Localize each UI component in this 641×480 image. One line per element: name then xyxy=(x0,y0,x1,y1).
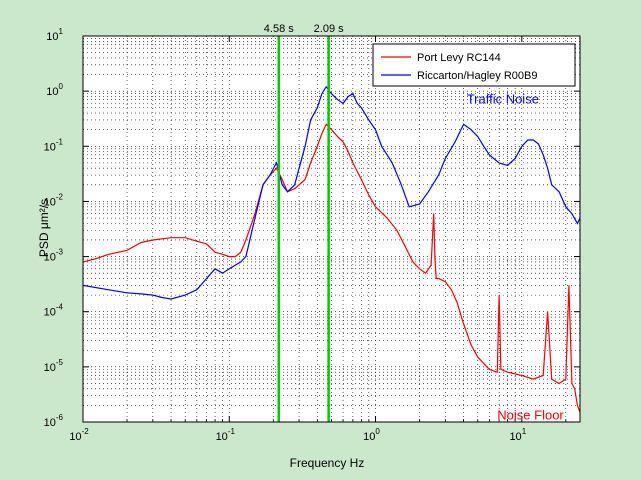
period-label-2: 2.09 s xyxy=(314,23,344,35)
traffic-noise-annotation: Traffic Noise xyxy=(467,92,539,107)
x-tick-label: 100 xyxy=(363,427,380,443)
noise-floor-annotation: Noise Floor xyxy=(497,408,564,423)
y-tick-label: 10-2 xyxy=(44,192,64,208)
y-tick-label: 100 xyxy=(46,82,63,98)
legend-entry: Riccarton/Hagley R00B9 xyxy=(417,70,537,82)
x-tick-label: 10-1 xyxy=(216,427,236,443)
y-tick-label: 101 xyxy=(46,27,63,43)
y-tick-label: 10-6 xyxy=(44,413,64,429)
legend xyxy=(372,43,576,87)
x-tick-label: 101 xyxy=(509,427,526,443)
x-axis-label: Frequency Hz xyxy=(290,456,365,470)
y-tick-label: 10-1 xyxy=(44,137,64,153)
y-tick-label: 10-5 xyxy=(44,358,64,374)
y-tick-label: 10-4 xyxy=(44,303,64,319)
series-line-riccarton xyxy=(82,85,581,300)
period-label-1: 4.58 s xyxy=(264,23,294,35)
y-tick-label: 10-3 xyxy=(44,248,64,264)
legend-entry: Port Levy RC144 xyxy=(417,52,501,64)
series-line-port-levy xyxy=(82,123,581,413)
y-axis-label: PSD μm²/s xyxy=(37,199,51,257)
x-tick-label: 10-2 xyxy=(69,427,89,443)
